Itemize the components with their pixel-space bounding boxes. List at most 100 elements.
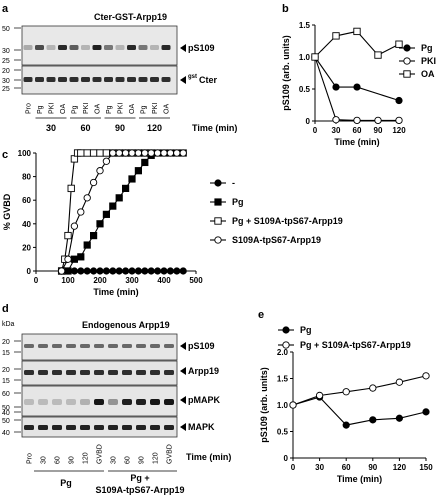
band-arpp19 xyxy=(122,370,132,375)
chart-c-x-axis-label: Time (min) xyxy=(93,287,138,297)
band-pS109 xyxy=(69,45,79,50)
chart-e-x-tick-label: 60 xyxy=(342,463,351,472)
time-group-label: 30 xyxy=(46,123,56,133)
band-gstCter xyxy=(58,77,67,82)
lane-label: Pro xyxy=(26,103,33,114)
band-pMAPK xyxy=(94,399,104,405)
mw-tick-label: 50 xyxy=(2,405,10,412)
band-pS109 xyxy=(80,344,90,348)
band-pS109 xyxy=(150,344,160,348)
band-label-pMAPK: pMAPK xyxy=(188,395,220,405)
chart-c-point xyxy=(134,167,142,175)
band-label-gstCter: gst Cter xyxy=(180,74,218,85)
lane-label: 60 xyxy=(125,456,132,464)
chart-b-x-tick-label: 60 xyxy=(353,126,362,135)
band-pS109 xyxy=(164,344,174,348)
band-pS109 xyxy=(150,45,159,50)
blot-d-group-pg-s109a: Pg + S109A-tpS67-Arpp19 xyxy=(95,470,185,495)
chart-e-x-axis-label: Time (min) xyxy=(337,474,382,484)
chart-c-point xyxy=(83,241,91,249)
chart-e: 0 30 60 90 120 150 0 0.5 1.0 1.5 2.0 Time (min) pS10… xyxy=(259,325,433,484)
band-pS109 xyxy=(94,344,104,348)
band-arpp19 xyxy=(52,370,62,375)
band-pS109 xyxy=(24,344,34,348)
chart-b-point xyxy=(332,116,340,124)
chart-b-legend-marker xyxy=(403,44,411,52)
chart-b-point xyxy=(353,83,361,91)
panel-letter-b: b xyxy=(282,3,289,15)
chart-b-x-tick-label: 120 xyxy=(392,126,406,135)
chart-e-y-axis-label: pS109 (arb. units) xyxy=(259,367,269,443)
band-pS109 xyxy=(52,344,62,348)
band-pMAPK xyxy=(108,399,118,405)
chart-e-legend-label: Pg xyxy=(300,325,312,335)
chart-c-point xyxy=(179,267,187,275)
chart-c-point xyxy=(96,267,104,275)
chart-e-y-tick-label: 0.5 xyxy=(277,428,289,437)
chart-e-point xyxy=(315,391,324,400)
mw-tick-label: 25 xyxy=(2,86,10,93)
chart-e-point xyxy=(395,414,403,422)
mw-tick-label: 15 xyxy=(2,350,10,357)
band-MAPK xyxy=(122,425,132,430)
chart-c-point xyxy=(122,267,130,275)
band-pMAPK xyxy=(80,399,90,405)
band-gstCter xyxy=(150,77,159,82)
chart-c-point xyxy=(160,267,168,275)
chart-c-point xyxy=(64,255,72,263)
chart-c-point xyxy=(115,149,123,157)
band-MAPK xyxy=(80,425,90,430)
chart-e-x-tick-label: 30 xyxy=(315,463,324,472)
chart-b-y-tick-label: 0 xyxy=(306,117,311,126)
chart-c-point xyxy=(154,267,162,275)
chart-c-point xyxy=(89,178,98,187)
lane-label: 90 xyxy=(69,456,76,464)
chart-c-legend-marker xyxy=(214,179,222,187)
lane-label: OA xyxy=(164,104,171,114)
blot-a-pS109-membrane xyxy=(21,25,178,66)
chart-c-point xyxy=(96,167,104,175)
chart-c-point xyxy=(147,267,155,275)
svg-text:Pg: Pg xyxy=(60,478,72,488)
band-label-arrow xyxy=(180,423,186,431)
chart-c-y-tick-label: 0 xyxy=(27,267,32,276)
chart-c-point xyxy=(83,194,91,202)
chart-c-point xyxy=(128,149,136,157)
chart-c-point xyxy=(141,149,149,157)
chart-c: 0 100 200 300 400 500 0 20 40 60 80 100 Time (min) % … xyxy=(2,149,343,297)
chart-c-point xyxy=(141,267,149,275)
chart-c-point xyxy=(102,157,111,165)
chart-e-legend-marker xyxy=(282,326,290,334)
band-gstCter xyxy=(161,77,171,82)
blot-d-time-label: Time (min) xyxy=(186,452,231,462)
chart-b-y-tick-label: 1.0 xyxy=(299,53,311,62)
chart-c-point xyxy=(70,222,79,230)
chart-b: 0 30 60 90 120 0 0.5 1.0 1.5 Time (min) pS109 (arb… xyxy=(281,21,436,147)
chart-c-legend-marker xyxy=(214,198,222,206)
band-MAPK xyxy=(38,425,48,430)
chart-c-point xyxy=(70,267,79,275)
chart-e-y-tick-label: 2.0 xyxy=(277,348,289,357)
band-pS109 xyxy=(38,344,48,348)
chart-c-point xyxy=(179,149,187,157)
chart-e-point xyxy=(289,401,297,409)
chart-c-y-tick-label: 80 xyxy=(22,173,31,182)
band-MAPK xyxy=(108,425,118,430)
chart-b-x-axis-label: Time (min) xyxy=(334,137,379,147)
chart-c-point xyxy=(115,194,123,202)
chart-e-point xyxy=(369,416,377,424)
chart-c-point xyxy=(90,267,98,275)
chart-c-legend-marker xyxy=(214,217,222,225)
chart-b-point xyxy=(353,116,361,125)
lane-label: Pg xyxy=(37,105,44,114)
band-pS109 xyxy=(35,45,44,50)
band-MAPK xyxy=(52,425,62,430)
blot-d-lane-labels: Pro 30 60 90 120 GVBD 30 60 90 120 GVBD xyxy=(27,444,174,464)
chart-e-x-tick-label: 90 xyxy=(368,463,377,472)
lane-label: OA xyxy=(129,104,136,114)
band-pS109 xyxy=(92,45,102,50)
chart-c-point xyxy=(147,149,155,157)
chart-b-point xyxy=(395,96,403,105)
